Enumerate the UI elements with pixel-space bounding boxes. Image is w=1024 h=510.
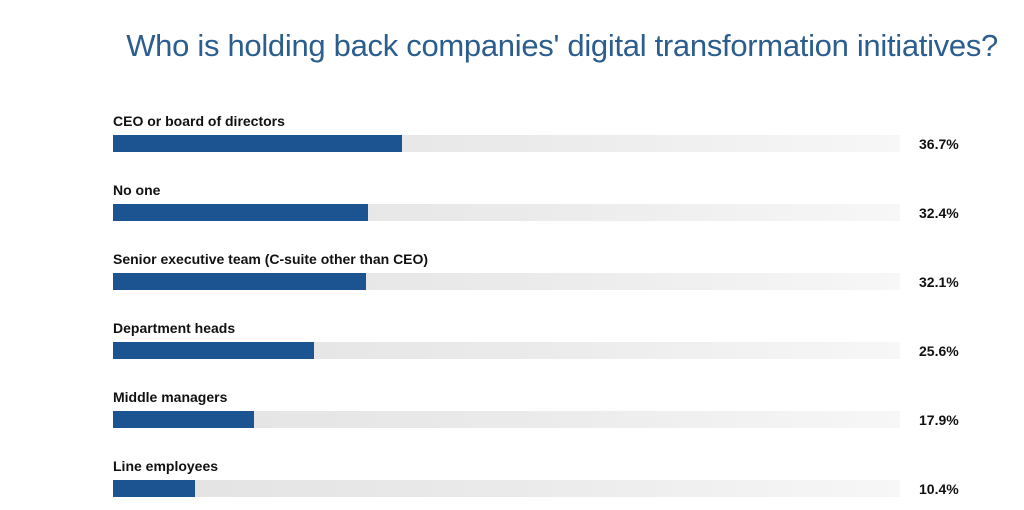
bar-row: Line employees 10.4% [0,458,1024,510]
data-label: 36.7% [919,136,959,152]
bar [113,342,315,359]
data-label: 32.4% [919,205,959,221]
bar [113,411,254,428]
category-label: Department heads [113,320,236,336]
chart-title: Who is holding back companies' digital t… [126,28,998,63]
data-label: 10.4% [919,481,959,497]
bar-row: Department heads 25.6% [0,320,1024,372]
category-label: CEO or board of directors [113,113,285,129]
data-label: 32.1% [919,274,959,290]
bar-row: Senior executive team (C-suite other tha… [0,251,1024,303]
category-label: Line employees [113,458,219,474]
bar-row: No one 32.4% [0,182,1024,234]
bar [113,480,195,497]
bar [113,135,402,152]
category-label: Middle managers [113,389,228,405]
bar-track [113,480,900,497]
bar-track [113,342,900,359]
data-label: 17.9% [919,412,959,428]
category-label: Senior executive team (C-suite other tha… [113,251,429,267]
data-label: 25.6% [919,343,959,359]
bar-track [113,135,900,152]
bar [113,273,366,290]
bar-row: Middle managers 17.9% [0,389,1024,441]
bar [113,204,368,221]
bar-track [113,204,900,221]
bar-row: CEO or board of directors 36.7% [0,113,1024,165]
category-label: No one [113,182,161,198]
bar-track [113,411,900,428]
bar-track [113,273,900,290]
